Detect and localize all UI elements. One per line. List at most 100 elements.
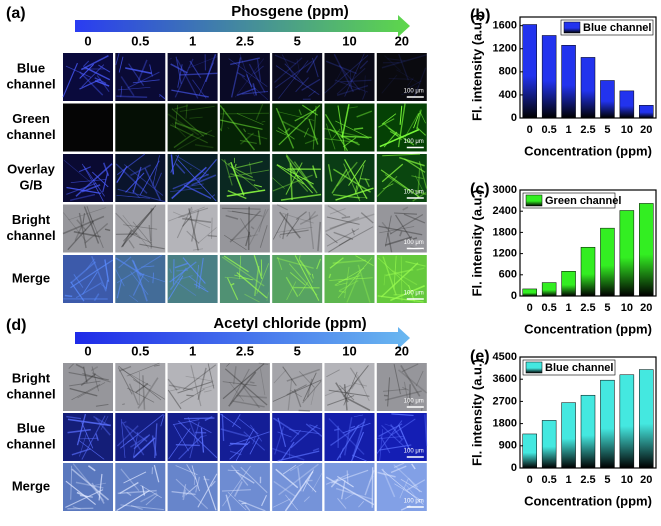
x-axis-label: Concentration (ppm) — [524, 143, 652, 158]
fiber — [299, 410, 310, 411]
row-label: Green — [12, 111, 50, 126]
scale-bar-label: 100 μm — [404, 449, 424, 455]
y-axis-label: Fl. intensity (a.u.) — [469, 359, 484, 466]
micrograph — [115, 463, 165, 511]
micrograph — [220, 255, 270, 303]
micrograph — [168, 463, 218, 511]
x-tick-label: 0 — [527, 124, 533, 136]
bar — [523, 25, 537, 118]
row-label: channel — [6, 386, 55, 401]
fiber — [208, 236, 217, 237]
y-axis-label: Fl. intensity (a.u.) — [469, 190, 484, 297]
x-tick-label: 2.5 — [580, 302, 595, 314]
micrograph-bg — [168, 413, 218, 461]
micrograph-bg — [325, 413, 375, 461]
column-label: 10 — [342, 343, 356, 358]
micrograph-bg — [325, 104, 375, 152]
micrograph — [272, 154, 322, 202]
x-tick-label: 20 — [640, 124, 652, 136]
column-label: 0 — [84, 343, 91, 358]
x-tick-label: 1 — [566, 124, 572, 136]
fiber — [421, 408, 422, 411]
bar — [581, 247, 595, 296]
micrograph — [63, 413, 113, 461]
fiber — [191, 209, 192, 212]
micrograph — [325, 205, 375, 253]
x-tick-label: 5 — [604, 302, 610, 314]
bar — [581, 395, 595, 468]
bar — [542, 35, 556, 118]
column-label: 5 — [294, 343, 301, 358]
row-label: channel — [6, 127, 55, 142]
micrograph — [272, 53, 322, 101]
micrograph — [272, 255, 322, 303]
row-label: Merge — [12, 270, 50, 285]
legend-swatch — [564, 22, 580, 33]
micrograph — [63, 463, 113, 511]
y-tick-label: 3000 — [493, 184, 517, 196]
y-tick-label: 1800 — [493, 226, 517, 238]
micrograph — [115, 104, 165, 152]
micrograph-bg — [220, 205, 270, 253]
micrograph — [272, 104, 322, 152]
micrograph — [220, 463, 270, 511]
bar — [600, 80, 614, 118]
micrograph — [63, 53, 113, 101]
micrograph-bg — [63, 154, 113, 202]
micrograph — [325, 255, 375, 303]
micrograph — [220, 154, 270, 202]
micrograph — [325, 104, 375, 152]
y-tick-label: 2700 — [493, 395, 517, 407]
micrograph — [63, 205, 113, 253]
bar — [562, 45, 576, 118]
micrograph — [168, 205, 218, 253]
row-label: Bright — [12, 370, 51, 385]
y-tick-label: 600 — [499, 269, 517, 281]
micrograph — [272, 463, 322, 511]
bar — [639, 105, 653, 118]
bar — [562, 271, 576, 296]
micrograph-bg — [63, 463, 113, 511]
micrograph-bg — [63, 205, 113, 253]
scale-bar-label: 100 μm — [404, 190, 424, 196]
panel-title: Acetyl chloride (ppm) — [213, 315, 366, 332]
y-tick-label: 2400 — [493, 205, 517, 217]
bar — [542, 283, 556, 296]
scale-bar-label: 100 μm — [404, 499, 424, 505]
column-label: 5 — [294, 33, 301, 48]
column-label: 20 — [395, 343, 409, 358]
micrograph-bg — [115, 463, 165, 511]
column-label: 0 — [84, 33, 91, 48]
legend-label: Blue channel — [583, 22, 651, 34]
micrograph — [115, 363, 165, 411]
bar — [600, 228, 614, 296]
x-tick-label: 0.5 — [541, 474, 556, 486]
micrograph — [168, 363, 218, 411]
panel-title: Phosgene (ppm) — [231, 3, 349, 20]
micrograph — [325, 53, 375, 101]
fiber — [220, 113, 269, 114]
row-label: Merge — [12, 478, 50, 493]
micrograph — [220, 205, 270, 253]
panel-label: (d) — [6, 317, 26, 334]
fiber — [173, 259, 174, 284]
y-tick-label: 900 — [499, 440, 517, 452]
column-label: 10 — [342, 33, 356, 48]
fiber — [65, 295, 72, 296]
scale-bar-label: 100 μm — [404, 399, 424, 405]
x-tick-label: 0.5 — [541, 124, 556, 136]
micrograph-bg — [272, 413, 322, 461]
row-label: Overlay — [7, 161, 55, 176]
bar — [523, 434, 537, 468]
column-label: 1 — [189, 343, 196, 358]
micrograph — [63, 255, 113, 303]
legend-label: Blue channel — [545, 362, 613, 374]
x-tick-label: 20 — [640, 474, 652, 486]
bar — [523, 289, 537, 296]
row-label: channel — [6, 436, 55, 451]
fiber — [250, 382, 255, 383]
y-tick-label: 1200 — [493, 248, 517, 260]
micrograph — [325, 413, 375, 461]
row-label: Blue — [17, 60, 45, 75]
